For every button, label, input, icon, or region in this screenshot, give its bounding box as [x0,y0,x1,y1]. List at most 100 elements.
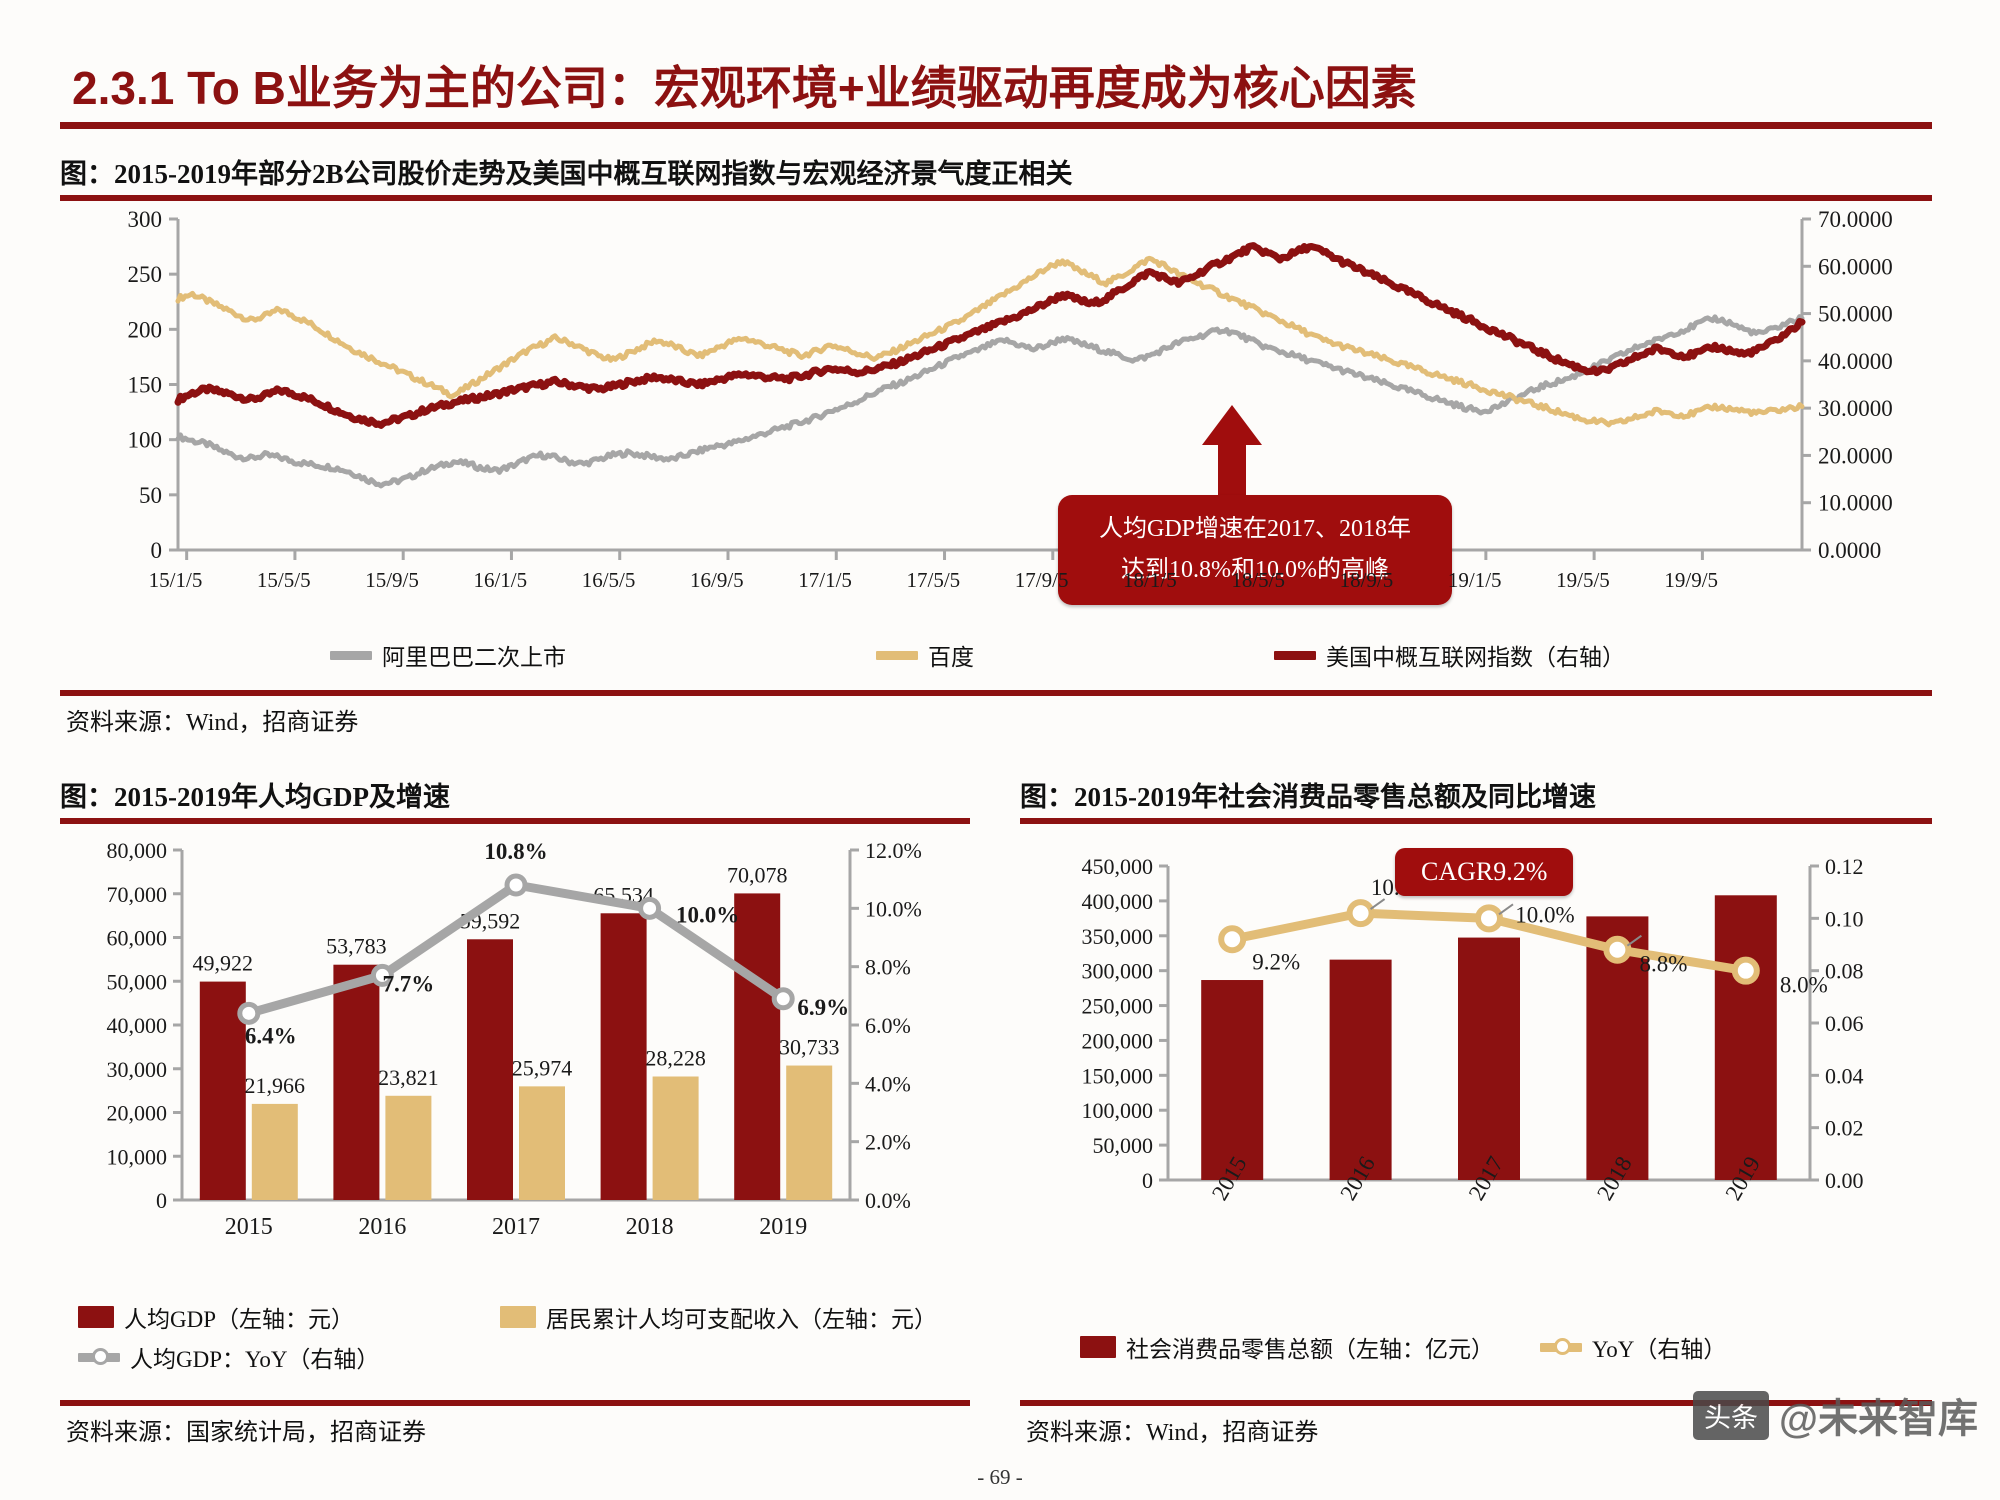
svg-text:12.0%: 12.0% [865,838,922,863]
legend-item: 美国中概互联网指数（右轴） [1274,638,1625,672]
svg-text:28,228: 28,228 [645,1046,706,1071]
svg-text:2016: 2016 [358,1214,406,1240]
svg-text:40.0000: 40.0000 [1818,349,1893,374]
legend-swatch [1540,1337,1582,1355]
svg-text:50,000: 50,000 [1093,1133,1154,1158]
legend-item: YoY（右轴） [1540,1330,1726,1364]
watermark: 头条 @未来智库 [1692,1386,1978,1444]
gdp-growth-callout: 人均GDP增速在2017、2018年 达到10.8%和10.0%的高峰 [1058,495,1452,605]
legend-swatch [876,650,918,660]
svg-text:0: 0 [156,1188,167,1213]
watermark-badge: 头条 [1692,1390,1769,1440]
svg-text:30,000: 30,000 [107,1057,168,1082]
left-chart-caption: 图：2015-2019年人均GDP及增速 [60,782,450,812]
legend-item: 人均GDP：YoY（右轴） [78,1340,379,1374]
svg-text:2019: 2019 [759,1214,807,1240]
page-number: - 69 - [977,1465,1023,1489]
svg-text:100,000: 100,000 [1082,1098,1154,1123]
legend-item: 居民累计人均可支配收入（左轴：元） [500,1300,937,1334]
top-chart-rule [60,195,1932,201]
legend-label: 居民累计人均可支配收入（左轴：元） [546,1307,937,1332]
legend-swatch [78,1306,114,1328]
svg-text:20,000: 20,000 [107,1101,168,1126]
svg-text:400,000: 400,000 [1082,889,1154,914]
arrow-up-icon [1202,405,1262,497]
svg-text:0.02: 0.02 [1825,1116,1864,1141]
gdp-per-capita-chart: 0 10,000 20,000 30,000 40,000 50,000 60,000 70,… [60,828,970,1288]
x-tick-label: 17/5/5 [906,568,961,592]
svg-text:9.2%: 9.2% [1252,949,1300,974]
legend-item: 人均GDP（左轴：元） [78,1300,354,1334]
svg-text:0.00: 0.00 [1825,1168,1864,1193]
retail-sales-chart: 0 50,000 100,000 150,000 200,000 250,000 300,0… [1020,828,1932,1288]
svg-text:30.0000: 30.0000 [1818,396,1893,421]
legend-label: 人均GDP（左轴：元） [124,1307,355,1332]
legend-label: 美国中概互联网指数（右轴） [1326,645,1625,670]
svg-text:70,078: 70,078 [727,862,788,887]
x-tick-label: 18/1/5 [1123,568,1177,592]
svg-text:10.0%: 10.0% [865,896,922,921]
svg-text:2017: 2017 [492,1214,540,1240]
legend-label: 社会消费品零售总额（左轴：亿元） [1126,1337,1494,1362]
callout-line: 人均GDP增速在2017、2018年 [1098,516,1411,542]
left-chart-source: 资料来源：国家统计局，招商证券 [66,1420,426,1446]
svg-text:2015: 2015 [225,1214,273,1240]
svg-text:60.0000: 60.0000 [1818,254,1893,279]
svg-text:150: 150 [128,373,163,398]
svg-text:6.9%: 6.9% [797,995,849,1020]
legend-swatch [500,1306,536,1328]
svg-text:0.0%: 0.0% [865,1188,911,1213]
svg-text:10.8%: 10.8% [484,839,547,864]
svg-text:70.0000: 70.0000 [1818,207,1893,232]
svg-text:300,000: 300,000 [1082,959,1154,984]
right-source-rule [1020,1400,1932,1406]
svg-text:2.0%: 2.0% [865,1130,911,1155]
svg-text:50,000: 50,000 [107,969,168,994]
right-chart-rule [1020,818,1932,824]
svg-text:50: 50 [139,483,162,508]
top-chart-legend: 阿里巴巴二次上市 百度 美国中概互联网指数（右轴） [330,638,1625,672]
svg-text:0.0000: 0.0000 [1818,538,1881,563]
watermark-label: @未来智库 [1778,1397,1978,1441]
svg-text:60,000: 60,000 [107,926,168,951]
svg-text:10.0000: 10.0000 [1818,491,1893,516]
svg-text:300: 300 [128,207,163,232]
svg-text:250,000: 250,000 [1082,994,1154,1019]
legend-swatch [330,650,372,660]
svg-text:6.0%: 6.0% [865,1013,911,1038]
svg-text:8.8%: 8.8% [1639,952,1687,977]
x-tick-label: 18/5/5 [1231,568,1285,592]
x-tick-label: 19/5/5 [1556,568,1610,592]
svg-text:350,000: 350,000 [1082,924,1154,949]
legend-label: 百度 [928,645,974,670]
stock-index-chart: 0 50 100 150 200 250 300 0.0000 10.0000 20.0000 30… [60,205,1932,625]
left-source-rule [60,1400,970,1406]
svg-text:80,000: 80,000 [107,838,168,863]
svg-text:0.06: 0.06 [1825,1011,1864,1036]
x-tick-label: 17/1/5 [798,568,852,592]
svg-text:10.0%: 10.0% [676,902,739,927]
top-chart-caption: 图：2015-2019年部分2B公司股价走势及美国中概互联网指数与宏观经济景气度… [60,159,1073,189]
svg-text:150,000: 150,000 [1082,1063,1154,1088]
svg-text:53,783: 53,783 [326,934,387,959]
svg-text:23,821: 23,821 [378,1065,439,1090]
x-tick-label: 17/9/5 [1014,568,1069,592]
x-tick-label: 15/5/5 [256,568,311,592]
legend-label: 人均GDP：YoY（右轴） [130,1347,380,1372]
legend-swatch [1274,650,1316,660]
svg-text:0.10: 0.10 [1825,906,1864,931]
title-divider [60,122,1932,129]
svg-text:8.0%: 8.0% [1780,973,1828,998]
right-chart-source: 资料来源：Wind，招商证券 [1026,1420,1319,1446]
legend-item: 百度 [876,638,974,672]
page-title: 2.3.1 To B业务为主的公司：宏观环境+业绩驱动再度成为核心因素 [72,62,1417,114]
svg-text:30,733: 30,733 [779,1035,840,1060]
x-tick-label: 15/1/5 [148,568,203,592]
legend-swatch [1080,1336,1116,1358]
svg-text:200,000: 200,000 [1082,1028,1154,1053]
svg-text:21,966: 21,966 [245,1073,306,1098]
legend-label: YoY（右轴） [1592,1337,1727,1362]
left-chart-rule [60,818,970,824]
x-tick-label: 16/9/5 [689,568,744,592]
